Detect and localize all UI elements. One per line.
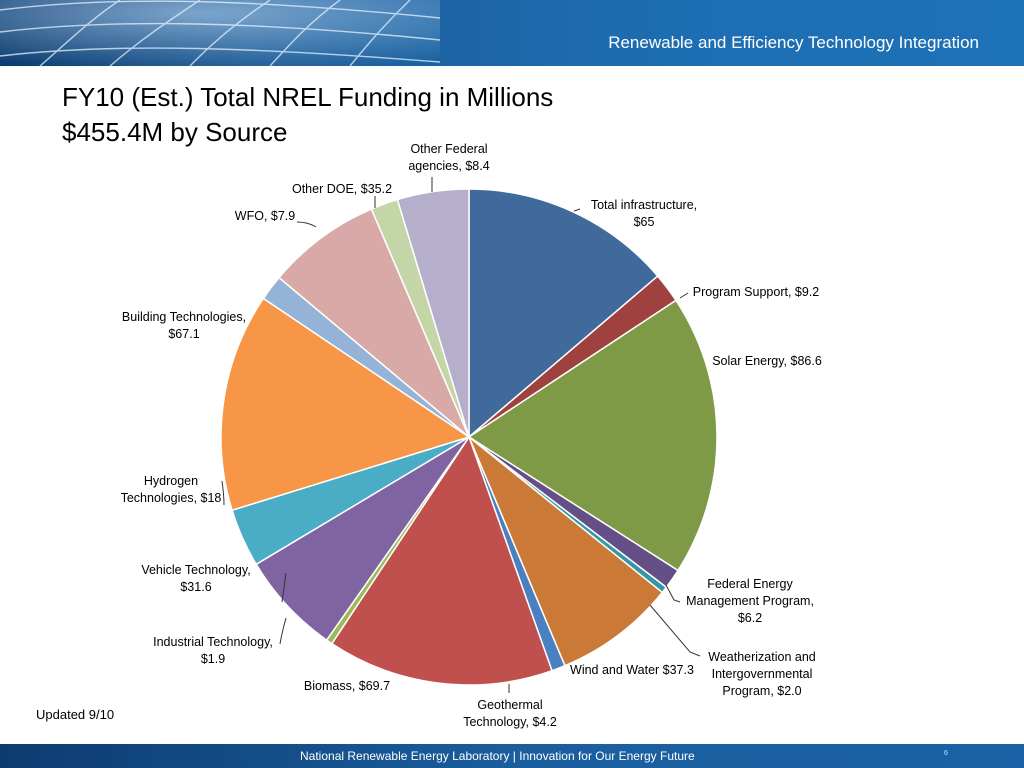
leader-line [649, 604, 701, 657]
pie-label: Solar Energy, $86.6 [712, 354, 822, 368]
pie-slice-7 [330, 435, 553, 686]
pie-label: Biomass, $69.7 [304, 679, 390, 693]
leader-line [281, 572, 287, 603]
pie-label: Geothermal [477, 698, 542, 712]
pie-slice-11 [220, 297, 471, 512]
title-line-2: $455.4M by Source [62, 117, 288, 147]
footer-bar: National Renewable Energy Laboratory | I… [0, 744, 1024, 768]
leader-line [221, 480, 225, 506]
pie-label: Program, $2.0 [722, 684, 801, 698]
leader-line [573, 208, 581, 212]
footer-text: National Renewable Energy Laboratory | I… [300, 749, 695, 763]
pie-label: Other Federal [410, 142, 487, 156]
pie-label: Federal Energy [707, 577, 793, 591]
pie-label: $1.9 [201, 652, 225, 666]
pie-slice-2 [467, 299, 718, 572]
slide-title: FY10 (Est.) Total NREL Funding in Millio… [62, 80, 553, 150]
title-line-1: FY10 (Est.) Total NREL Funding in Millio… [62, 82, 554, 112]
pie-label: agencies, $8.4 [408, 159, 489, 173]
updated-note: Updated 9/10 [36, 707, 115, 722]
pie-slice-13 [277, 208, 470, 438]
pie-label: $31.6 [180, 580, 211, 594]
leader-line [296, 221, 317, 228]
pie-label: $67.1 [168, 327, 199, 341]
leader-line [665, 584, 681, 603]
pie-label: Building Technologies, [122, 310, 246, 324]
pie-label: Intergovernmental [712, 667, 813, 681]
pie-slice-15 [396, 188, 470, 438]
page-number: 6 [944, 750, 948, 757]
pie-label: Wind and Water $37.3 [570, 663, 694, 677]
pie-label: Total infrastructure, [591, 198, 697, 212]
leader-line [279, 617, 287, 645]
pie-label: Technologies, $18 [121, 491, 222, 505]
globe-grid-graphic [0, 0, 440, 66]
pie-label: Vehicle Technology, [141, 563, 250, 577]
pie-label: Industrial Technology, [153, 635, 273, 649]
header-title: Renewable and Efficiency Technology Inte… [608, 33, 979, 52]
pie-label: $65 [634, 215, 655, 229]
pie-label: Program Support, $9.2 [693, 285, 820, 299]
pie-label: Other DOE, $35.2 [292, 182, 392, 196]
leader-line [679, 292, 689, 299]
header-banner: Renewable and Efficiency Technology Inte… [0, 0, 1024, 66]
pie-label: Management Program, [686, 594, 814, 608]
pie-label: $6.2 [738, 611, 762, 625]
pie-label: Hydrogen [144, 474, 198, 488]
pie-slice-5 [468, 436, 664, 667]
pie-label: WFO, $7.9 [235, 209, 295, 223]
pie-label: Technology, $4.2 [463, 715, 557, 729]
pie-slice-0 [468, 188, 659, 439]
pie-label: Weatherization and [708, 650, 816, 664]
